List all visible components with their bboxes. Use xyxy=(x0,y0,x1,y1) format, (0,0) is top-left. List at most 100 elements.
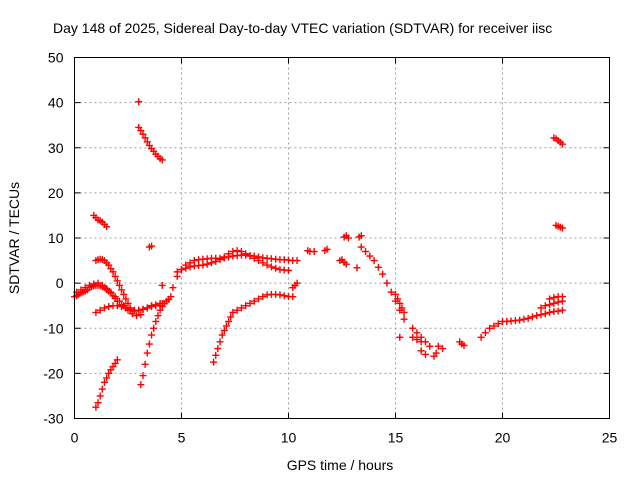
data-point xyxy=(528,313,536,321)
data-point xyxy=(128,310,136,318)
data-point xyxy=(199,261,207,269)
data-point xyxy=(460,341,468,349)
y-tick-label: 0 xyxy=(56,275,64,291)
data-point xyxy=(133,312,141,320)
data-point xyxy=(126,305,134,313)
data-point xyxy=(100,304,108,312)
data-point xyxy=(558,224,566,232)
data-point xyxy=(186,263,194,271)
data-point xyxy=(214,345,222,353)
data-point xyxy=(103,285,111,293)
data-point xyxy=(554,307,562,315)
data-point xyxy=(344,234,352,242)
data-point xyxy=(310,248,318,256)
x-tick-label: 15 xyxy=(388,430,404,446)
series-s35 xyxy=(550,134,566,148)
data-point xyxy=(143,304,151,312)
data-point xyxy=(105,369,113,377)
data-point xyxy=(107,288,115,296)
x-tick-label: 20 xyxy=(495,430,511,446)
data-point xyxy=(137,311,145,319)
data-point xyxy=(263,261,271,269)
series-s8 xyxy=(135,98,143,106)
grid-lines xyxy=(74,57,610,419)
x-tick-label: 25 xyxy=(602,430,618,446)
y-tick-label: 40 xyxy=(48,95,64,111)
x-tick-label: 5 xyxy=(178,430,186,446)
data-point xyxy=(520,315,528,323)
data-point xyxy=(421,350,429,358)
data-point xyxy=(113,356,121,364)
data-point xyxy=(233,306,241,314)
series-s22 xyxy=(357,243,408,323)
data-point xyxy=(111,359,119,367)
data-point xyxy=(366,252,374,260)
data-point xyxy=(400,308,408,316)
data-point xyxy=(370,257,378,265)
data-point xyxy=(357,232,365,240)
data-point xyxy=(118,286,126,294)
data-point xyxy=(212,351,220,359)
series-s15 xyxy=(289,279,301,292)
data-point xyxy=(409,324,417,332)
data-point xyxy=(362,248,370,256)
data-point xyxy=(432,349,440,357)
data-point xyxy=(550,299,558,307)
chart-title: Day 148 of 2025, Sidereal Day-to-day VTE… xyxy=(53,20,552,36)
series-s4 xyxy=(90,211,111,231)
series-s13 xyxy=(173,247,292,276)
data-point xyxy=(342,260,350,268)
data-point xyxy=(546,301,554,309)
series-s2 xyxy=(73,279,145,320)
data-point xyxy=(109,268,117,276)
data-point xyxy=(558,293,566,301)
data-point xyxy=(546,308,554,316)
series-s7 xyxy=(137,295,173,389)
data-point xyxy=(537,304,545,312)
data-point xyxy=(272,264,280,272)
y-tick-label: 50 xyxy=(48,50,64,66)
data-point xyxy=(267,263,275,271)
data-point xyxy=(148,331,156,339)
data-point xyxy=(546,295,554,303)
data-point xyxy=(77,286,85,294)
series-s32 xyxy=(537,297,566,312)
data-point xyxy=(92,403,100,411)
data-point xyxy=(259,259,267,267)
series-s26 xyxy=(409,333,425,346)
data-point xyxy=(396,333,404,341)
data-point xyxy=(481,329,489,337)
data-point xyxy=(156,306,164,314)
data-points xyxy=(71,98,566,411)
data-point xyxy=(212,257,220,265)
data-point xyxy=(541,302,549,310)
data-point xyxy=(137,127,145,135)
data-point xyxy=(137,381,145,389)
data-point xyxy=(150,324,158,332)
data-point xyxy=(383,279,391,287)
data-point xyxy=(145,340,153,348)
series-s16 xyxy=(304,247,318,256)
series-s21 xyxy=(353,264,361,272)
data-point xyxy=(323,245,331,253)
data-point xyxy=(394,295,402,303)
data-point xyxy=(255,295,263,303)
data-point xyxy=(413,336,421,344)
series-s34 xyxy=(552,221,566,232)
data-point xyxy=(276,291,284,299)
data-point xyxy=(246,299,254,307)
data-point xyxy=(379,270,387,278)
data-point xyxy=(167,293,175,301)
data-point xyxy=(85,281,93,289)
data-point xyxy=(218,331,226,339)
data-point xyxy=(158,281,166,289)
series-s9 xyxy=(135,123,166,164)
data-point xyxy=(210,358,218,366)
data-point xyxy=(280,292,288,300)
data-point xyxy=(293,279,301,287)
data-point xyxy=(158,156,166,164)
data-point xyxy=(111,293,119,301)
data-point xyxy=(533,312,541,320)
data-point xyxy=(154,312,162,320)
